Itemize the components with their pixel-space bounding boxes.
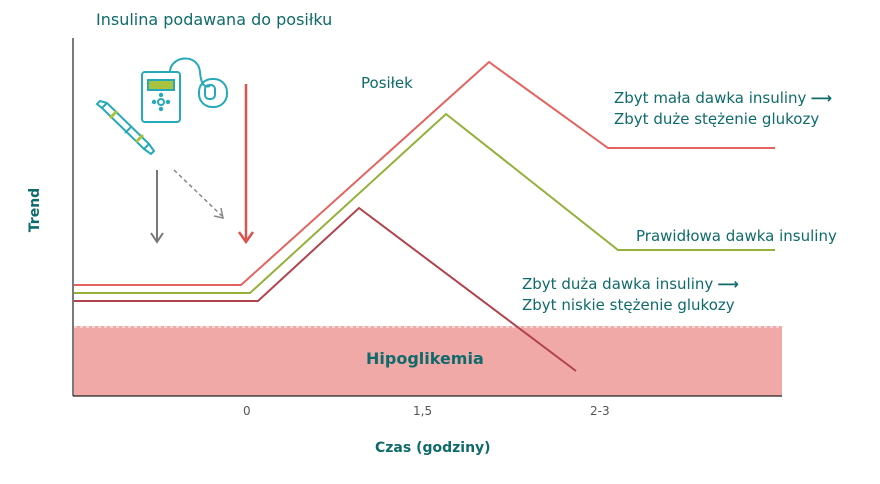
arrow-right-icon: ⟶	[810, 89, 832, 107]
arrow-right-icon: ⟶	[717, 275, 739, 293]
hypoglycemia-label: Hipoglikemia	[366, 349, 484, 368]
x-tick-0: 0	[243, 404, 251, 418]
meal-label: Posiłek	[361, 74, 413, 92]
y-axis-label: Trend	[27, 187, 44, 233]
too-high-dose-label: Zbyt duża dawka insuliny ⟶ Zbyt niskie st…	[522, 274, 739, 316]
x-axis-label: Czas (godziny)	[375, 440, 491, 456]
diagram-title: Insulina podawana do posiłku	[96, 10, 333, 29]
x-tick-1: 1,5	[413, 404, 433, 418]
too-high-dose-text: Zbyt duża dawka insuliny	[522, 275, 714, 293]
insulin-pen-icon	[95, 99, 156, 156]
gray-arrow	[150, 170, 164, 244]
insulin-pump-icon	[141, 57, 228, 123]
too-low-dose-text: Zbyt mała dawka insuliny	[614, 89, 807, 107]
gray-dashed-arrow	[173, 169, 224, 219]
too-low-dose-label: Zbyt mała dawka insuliny ⟶ Zbyt duże stęż…	[614, 88, 832, 130]
low-glucose-text: Zbyt niskie stężenie glukozy	[522, 296, 735, 314]
high-glucose-text: Zbyt duże stężenie glukozy	[614, 110, 820, 128]
red-arrow	[237, 84, 255, 245]
correct-dose-line	[74, 112, 775, 294]
too-high-dose-line	[74, 206, 577, 372]
hypoglycemia-zone	[74, 326, 782, 396]
correct-dose-label: Prawidłowa dawka insuliny	[636, 227, 837, 245]
too-low-dose-line	[74, 60, 775, 286]
x-tick-2: 2-3	[590, 404, 610, 418]
